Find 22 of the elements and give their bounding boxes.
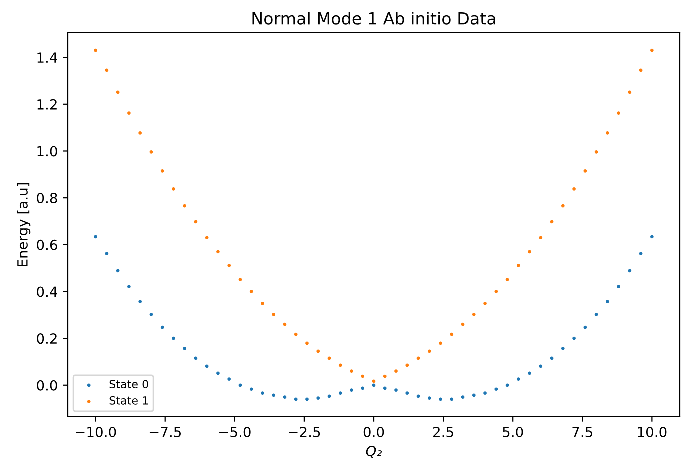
- y-tick-label: 1.4: [38, 52, 58, 63]
- x-tick-label: 0.0: [364, 426, 384, 438]
- x-tick-label: 10.0: [638, 426, 667, 438]
- y-axis-title: Energy [a.u]: [17, 183, 31, 266]
- x-axis-title: Q₂: [366, 446, 382, 458]
- x-tick-label: 2.5: [434, 426, 454, 438]
- x-tick-label: −7.5: [150, 427, 182, 438]
- y-tick-label: 1.0: [38, 146, 58, 157]
- x-tick-label: −2.5: [289, 426, 320, 438]
- y-tick-label: 0.2: [37, 334, 57, 344]
- y-tick-label: 0.4: [37, 286, 58, 298]
- x-tick-label: −5.0: [220, 426, 251, 438]
- y-tick-label: 0.6: [37, 240, 58, 250]
- x-tick-label: 5.0: [503, 426, 524, 438]
- x-tick-label: 7.5: [572, 427, 592, 438]
- y-tick-label: 0.8: [37, 193, 58, 204]
- y-tick-label: 1.2: [38, 99, 57, 110]
- legend-label: State 0: [110, 380, 148, 389]
- y-tick-label: 0.0: [37, 380, 58, 391]
- x-tick-label: −10.0: [76, 426, 116, 438]
- legend-label: State 1: [110, 396, 148, 405]
- chart-title: Normal Mode 1 Ab initio Data: [252, 12, 496, 25]
